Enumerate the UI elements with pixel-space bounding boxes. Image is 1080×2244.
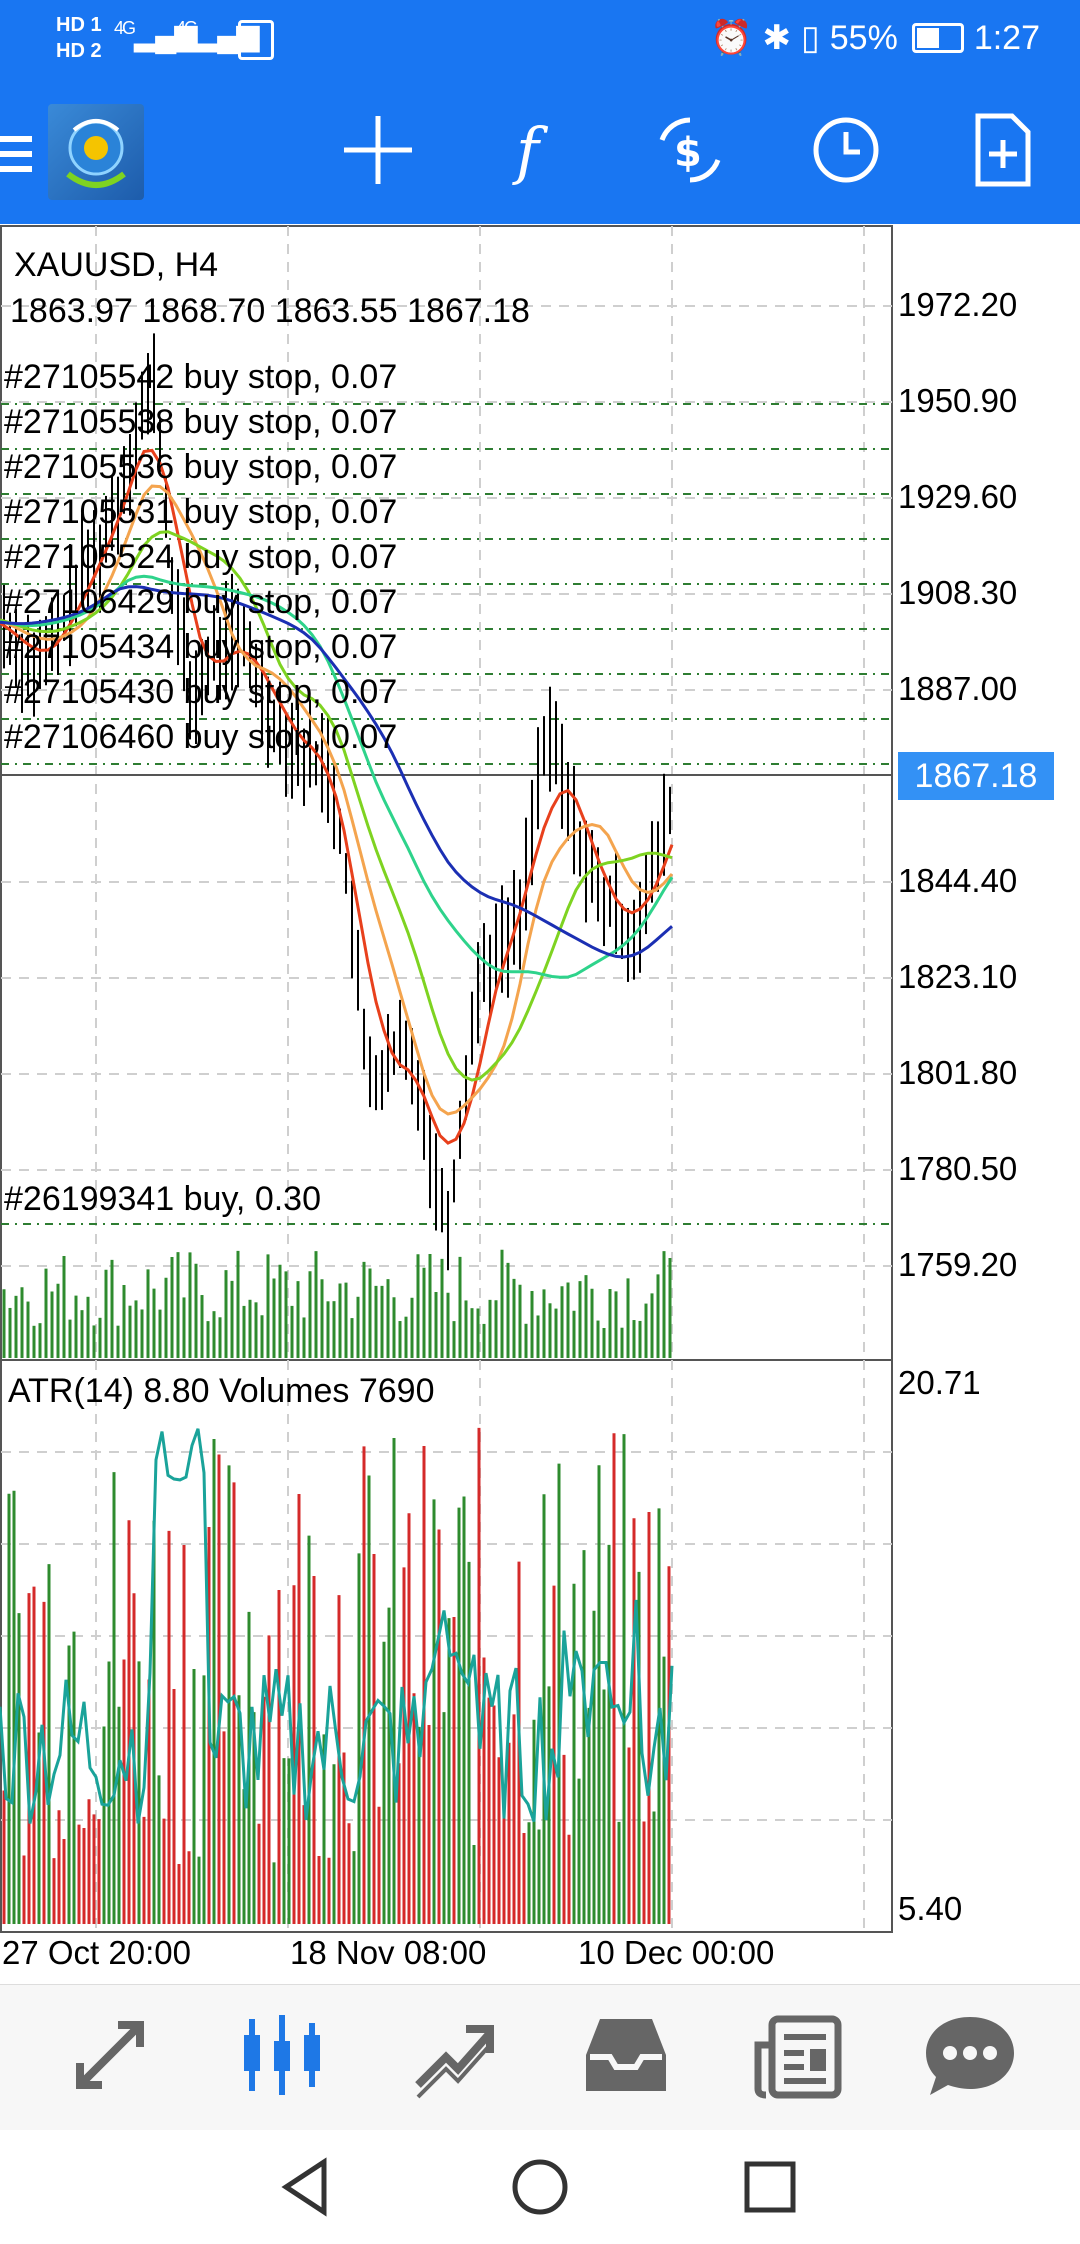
new-order-icon[interactable] [962,110,1042,190]
price-tick: 1780.50 [898,1150,1018,1187]
indicator-min: 5.40 [898,1890,963,1927]
alarm-icon: ⏰ [710,19,753,57]
indicator-label: ATR(14) 8.80 Volumes 7690 [8,1372,435,1410]
bluetooth-icon: ✱ [762,19,792,57]
net1-label: 4G [114,18,136,38]
price-tick: 1887.00 [898,670,1018,707]
symbol-label: XAUUSD, H4 [14,246,219,284]
time-tick: 18 Nov 08:00 [290,1934,487,1971]
timeframe-icon[interactable] [806,110,886,190]
status-right: ⏰ ✱ ▯ 55% 1:27 [710,18,1040,58]
chart-icon[interactable] [232,2005,332,2105]
indicator-max: 20.71 [898,1364,981,1401]
order-label[interactable]: #27105524 buy stop, 0.07 [4,538,398,576]
price-tick: 1972.20 [898,286,1018,323]
price-chart[interactable] [0,224,1080,1984]
order-label[interactable]: #27105542 buy stop, 0.07 [4,358,398,396]
battery-percent: 55% [829,18,898,57]
back-icon[interactable] [272,2152,342,2222]
signal-2: 4G▂▄▆ [176,18,259,52]
news-icon[interactable] [748,2005,848,2105]
function-icon[interactable]: f [494,110,574,190]
battery-icon [911,23,964,53]
hd1-label: HD 1 [56,14,102,36]
ohlc-label: 1863.97 1868.70 1863.55 1867.18 [10,292,530,330]
system-nav-bar [0,2130,1080,2244]
current-price-tag: 1867.18 [898,752,1054,800]
vibrate-icon: ▯ [801,19,820,57]
order-label[interactable]: #27105430 buy stop, 0.07 [4,673,398,711]
ma-orange-line [0,484,674,1116]
order-label[interactable]: #27105434 buy stop, 0.07 [4,628,398,666]
top-toolbar: f $ [0,80,1080,224]
ma-red-line [0,448,674,1145]
hd2-label: HD 2 [56,40,102,62]
price-tick: 1801.80 [898,1054,1018,1091]
mt4-logo[interactable] [48,104,144,200]
atr-line [0,1428,674,1824]
price-tick: 1823.10 [898,958,1018,995]
signal-1: 4G▂▄▆ [114,18,197,52]
quotes-icon[interactable] [60,2005,160,2105]
svg-text:f: f [512,114,549,187]
clock: 1:27 [973,18,1040,57]
bottom-nav [0,1984,1080,2131]
net2-label: 4G [176,18,198,38]
trade-icon[interactable] [404,2005,504,2105]
status-bar: HD 1 HD 2 4G▂▄▆ 4G▂▄▆ ⏰ ✱ ▯ 55% 1:27 [0,0,1080,80]
ma-blue-line [0,585,673,959]
trade-icon[interactable]: $ [650,110,730,190]
svg-text:$: $ [674,130,702,176]
order-label[interactable]: #27106460 buy stop, 0.07 [4,718,398,756]
price-tick: 1929.60 [898,478,1018,515]
order-label[interactable]: #27105531 buy stop, 0.07 [4,493,398,531]
menu-icon[interactable] [0,136,32,172]
price-tick: 1950.90 [898,382,1018,419]
order-label[interactable]: #27105538 buy stop, 0.07 [4,403,398,441]
order-label[interactable]: #27106429 buy stop, 0.07 [4,583,398,621]
hd-indicators: HD 1 HD 2 [56,12,102,64]
app-notification-icon [238,20,274,60]
history-icon[interactable] [576,2005,676,2105]
position-label[interactable]: #26199341 buy, 0.30 [4,1180,321,1218]
time-tick: 10 Dec 00:00 [578,1934,775,1971]
chart-area[interactable]: XAUUSD, H4 1863.97 1868.70 1863.55 1867.… [0,224,1080,1984]
price-tick: 1844.40 [898,862,1018,899]
messages-icon[interactable] [920,2005,1020,2105]
crosshair-icon[interactable] [338,110,418,190]
order-label[interactable]: #27105536 buy stop, 0.07 [4,448,398,486]
price-tick: 1908.30 [898,574,1018,611]
recents-icon[interactable] [735,2152,805,2222]
home-icon[interactable] [505,2152,575,2222]
time-tick: 27 Oct 20:00 [2,1934,191,1971]
price-tick: 1759.20 [898,1246,1018,1283]
